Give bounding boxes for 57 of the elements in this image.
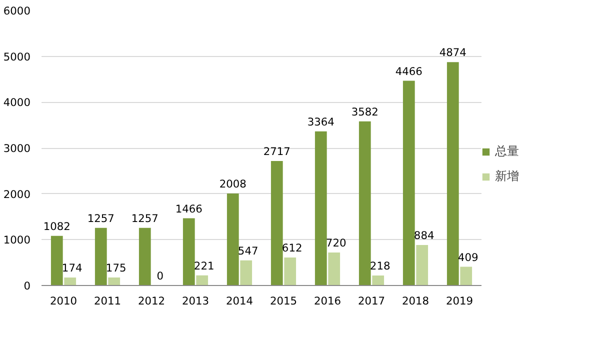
- data-label: 221: [194, 259, 214, 272]
- x-tick-label: 2015: [270, 294, 298, 308]
- data-label: 1082: [43, 220, 70, 233]
- data-label: 1257: [131, 212, 158, 225]
- x-tick-label: 2010: [50, 294, 78, 308]
- bar: [270, 160, 283, 286]
- y-tick-label: 4000: [3, 96, 31, 110]
- bar: [108, 277, 120, 286]
- data-label: 218: [370, 260, 390, 273]
- bar: [328, 252, 340, 286]
- bar: [138, 228, 151, 286]
- y-tick-label: 1000: [3, 234, 31, 247]
- bar: [94, 228, 107, 286]
- bar: [358, 121, 371, 286]
- x-tick-label: 2019: [446, 294, 474, 308]
- y-tick-label: 5000: [3, 50, 31, 64]
- data-label: 547: [238, 244, 258, 258]
- bar: [182, 218, 195, 286]
- data-label: 174: [62, 262, 82, 275]
- data-label: 3582: [351, 105, 378, 118]
- legend-label: 总量: [495, 143, 519, 160]
- data-label: 175: [106, 261, 126, 274]
- x-tick-label: 2014: [226, 294, 254, 308]
- y-tick-label: 6000: [3, 4, 31, 18]
- y-tick-label: 2000: [3, 188, 31, 201]
- data-label: 1257: [87, 212, 114, 225]
- bar: [446, 62, 459, 286]
- bar: [64, 278, 76, 286]
- x-tick-label: 2012: [138, 294, 166, 308]
- bar: [460, 266, 472, 286]
- data-label: 4466: [395, 64, 423, 78]
- data-label: 1466: [175, 202, 203, 216]
- y-tick-label: 0: [24, 280, 31, 292]
- data-label: 612: [282, 241, 302, 254]
- y-tick-label: 3000: [3, 142, 31, 155]
- legend-label: 新增: [495, 168, 519, 185]
- data-label: 2008: [219, 177, 247, 190]
- bar: [416, 244, 428, 286]
- data-label: 720: [326, 236, 346, 250]
- x-tick-label: 2017: [358, 294, 386, 308]
- bar: [240, 260, 252, 286]
- x-tick-label: 2018: [402, 294, 430, 308]
- bar: [226, 193, 239, 286]
- x-tick-label: 2016: [314, 294, 342, 308]
- bar: [284, 257, 296, 286]
- data-label: 2717: [263, 144, 290, 158]
- data-label: 884: [414, 228, 434, 242]
- bar: [50, 236, 63, 286]
- x-tick-label: 2013: [182, 294, 210, 308]
- data-label: 4874: [439, 46, 467, 60]
- bar: [372, 276, 384, 286]
- x-tick-label: 2011: [94, 294, 122, 308]
- data-label: 0: [156, 270, 164, 282]
- bar: [196, 275, 208, 286]
- bar: [402, 80, 415, 286]
- data-label: 3364: [307, 115, 335, 128]
- bar: [314, 131, 327, 286]
